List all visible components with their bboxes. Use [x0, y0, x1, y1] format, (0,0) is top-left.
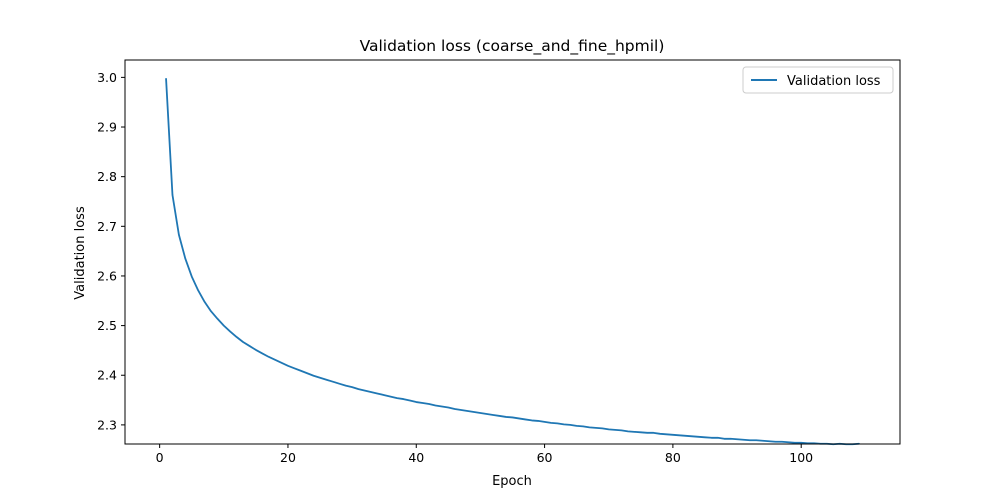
x-tick-label: 20 [280, 450, 296, 465]
y-tick-label: 2.5 [97, 318, 117, 333]
y-tick-label: 2.6 [97, 268, 117, 283]
y-tick-label: 2.9 [97, 120, 117, 135]
y-tick-label: 2.7 [97, 219, 117, 234]
y-tick-label: 3.0 [97, 70, 117, 85]
legend-box [742, 66, 894, 94]
chart-title: Validation loss (coarse_and_fine_hpmil) [360, 37, 665, 56]
series-line [165, 77, 860, 446]
x-tick-label: 100 [789, 450, 813, 465]
legend-label: Validation loss [787, 74, 881, 89]
x-tick-label: 40 [408, 450, 424, 465]
series-layer [165, 77, 860, 446]
x-tick-label: 0 [156, 450, 164, 465]
legend: Validation loss [742, 66, 894, 94]
x-tick-label: 60 [537, 450, 553, 465]
y-axis-label: Validation loss [73, 206, 88, 300]
y-tick-label: 2.4 [97, 368, 117, 383]
x-tick-label: 80 [665, 450, 681, 465]
plot-frame [124, 59, 901, 445]
y-tick-label: 2.3 [97, 417, 117, 432]
x-axis-label: Epoch [492, 474, 532, 489]
y-tick-label: 2.8 [97, 169, 117, 184]
ticks-layer: 0 20 40 60 80 100 2.3 2.4 2.5 2.6 2.7 2.8 2.9 3.0 [97, 70, 813, 465]
